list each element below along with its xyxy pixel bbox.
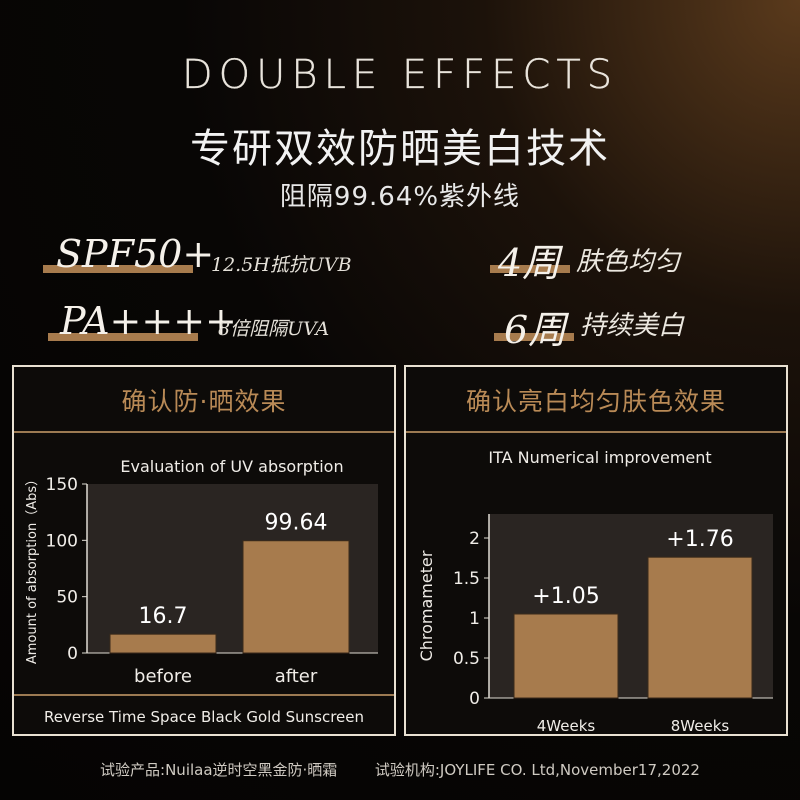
spf-claim-detail: 12.5H抵抗UVB <box>211 254 352 276</box>
ita-chart-y-tick-label: 1 <box>469 609 480 629</box>
ita-improvement-chart: ITA Numerical improvement 0 0.5 1 1.5 2 Chroma… <box>417 448 773 732</box>
page-caption: 阻隔99.64%紫外线 <box>279 182 521 212</box>
uv-panel-heading: 确认防·晒效果 <box>121 387 287 416</box>
footer-product: 试验产品:Nuilaa逆时空黑金防·晒霜 <box>100 761 338 779</box>
ita-chart-y-axis-label: Chromameter <box>417 550 436 661</box>
week4-underline <box>490 265 570 273</box>
ita-panel-heading: 确认亮白均匀肤色效果 <box>465 387 726 416</box>
uv-chart-bar <box>242 540 350 654</box>
footer-info: 试验产品:Nuilaa逆时空黑金防·晒霜 试验机构:JOYLIFE CO. Lt… <box>0 759 800 780</box>
pa-claim-detail: 8倍阻隔UVA <box>218 318 330 340</box>
footer-institution: 试验机构:JOYLIFE CO. Ltd,November17,2022 <box>374 761 700 779</box>
page-title: DOUBLE EFFECTS <box>181 52 619 98</box>
ita-chart-data-label: +1.76 <box>666 527 733 552</box>
uv-chart-y-axis-label: Amount of absorption（Abs） <box>25 473 40 664</box>
ita-panel-divider <box>406 431 786 433</box>
ita-chart-bar <box>513 613 619 699</box>
uv-panel-divider <box>14 431 394 433</box>
week4-claim-text: 肤色均匀 <box>576 247 681 277</box>
uv-chart-title: Evaluation of UV absorption <box>120 457 343 476</box>
ita-chart-bar <box>647 556 753 699</box>
ita-chart-y-tick-label: 1.5 <box>453 569 480 589</box>
uv-chart-category-label: before <box>134 666 192 687</box>
week4-claim: 4周 <box>498 241 561 285</box>
spf-underline <box>43 265 193 273</box>
ita-chart-category-label: 8Weeks <box>671 717 730 732</box>
uv-chart-y-tick-label: 0 <box>67 644 78 664</box>
uv-chart-y-tick-label: 50 <box>56 588 78 608</box>
uv-panel-footer-divider <box>14 694 394 696</box>
uv-chart-data-label: 99.64 <box>265 511 328 536</box>
ita-chart-y-tick-label: 0.5 <box>453 649 480 669</box>
spf-claim: SPF50+ <box>56 232 215 276</box>
ita-chart-y-tick-label: 2 <box>469 529 480 549</box>
ita-chart-category-label: 4Weeks <box>537 717 596 732</box>
week6-underline <box>494 333 574 341</box>
uv-panel-footer-note: Reverse Time Space Black Gold Sunscreen <box>43 708 365 726</box>
ita-chart-y-tick-label: 0 <box>469 689 480 709</box>
uv-chart-category-label: after <box>275 666 318 687</box>
ita-chart-data-label: +1.05 <box>532 584 599 609</box>
uv-absorption-chart: Evaluation of UV absorption 0 50 100 150 Amou… <box>25 457 378 687</box>
ita-chart-title: ITA Numerical improvement <box>488 448 711 467</box>
week6-claim: 6周 <box>504 308 567 352</box>
pa-underline <box>48 333 198 341</box>
week6-claim-text: 持续美白 <box>580 311 685 341</box>
uv-chart-y-tick-label: 100 <box>46 531 78 551</box>
uv-chart-bar <box>109 633 217 654</box>
page-subtitle: 专研双效防晒美白技术 <box>190 126 610 172</box>
pa-claim: PA++++ <box>60 299 237 343</box>
uv-chart-data-label: 16.7 <box>139 604 188 629</box>
uv-chart-y-tick-label: 150 <box>46 475 78 495</box>
